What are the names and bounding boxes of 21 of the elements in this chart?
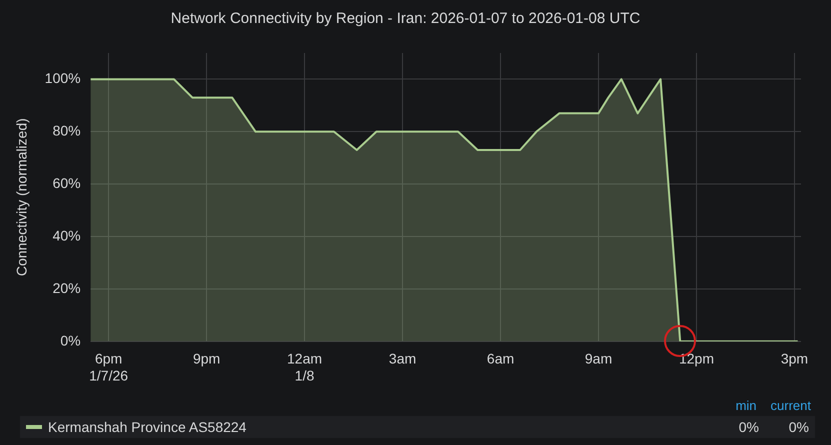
x-tick-label: 12pm <box>678 350 714 367</box>
chart-title: Network Connectivity by Region - Iran: 2026-01-07 to 2026-01-08 UTC <box>170 10 640 28</box>
x-tick-label: 6pm 1/7/26 <box>89 350 128 384</box>
y-tick-label: 60% <box>52 174 81 191</box>
x-tick-label: 6am <box>486 350 514 367</box>
text: 0% <box>738 419 759 435</box>
x-tick-label: 9pm <box>192 350 220 367</box>
x-tick-label: 3pm <box>780 350 808 367</box>
legend-label: Kermanshah Province AS58224 <box>48 419 248 435</box>
x-tick-label: 12am 1/8 <box>287 350 322 384</box>
x-tick-label: 3am <box>388 350 416 367</box>
y-tick-label: 40% <box>52 227 81 244</box>
text: min <box>736 398 757 413</box>
y-axis-title: Connectivity (normalized) <box>13 118 30 276</box>
y-tick-label: 80% <box>52 122 81 139</box>
y-tick-label: 0% <box>60 332 81 348</box>
y-tick-label: 20% <box>52 280 81 296</box>
text: current <box>770 398 811 413</box>
x-tick-label: 9am <box>584 350 612 367</box>
text: 0% <box>788 419 809 435</box>
y-tick-label: 100% <box>44 70 81 86</box>
